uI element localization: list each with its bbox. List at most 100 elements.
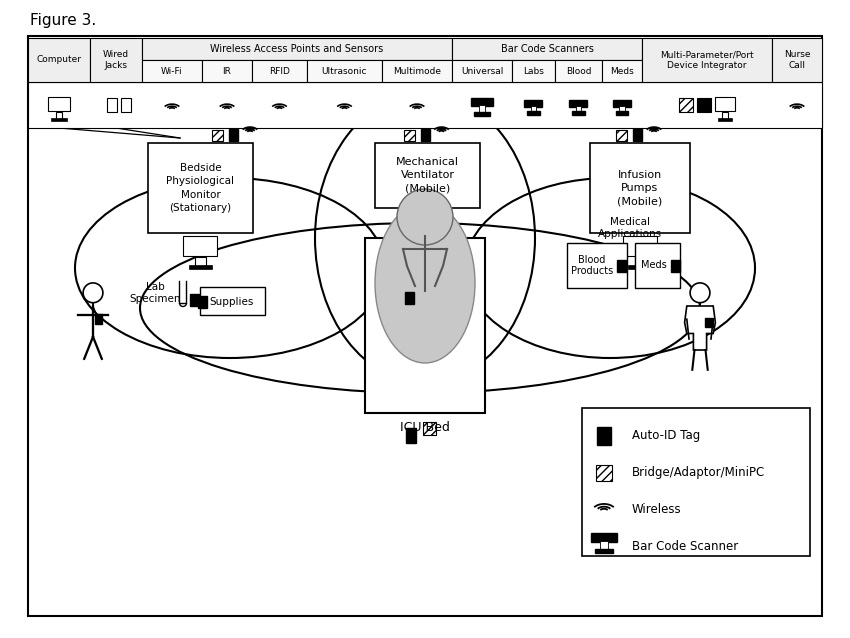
Bar: [718, 118, 732, 121]
Bar: [142, 38, 452, 60]
Bar: [615, 112, 628, 115]
Bar: [590, 143, 690, 233]
Bar: [452, 38, 642, 60]
Bar: [406, 427, 416, 443]
Text: Ultrasonic: Ultrasonic: [322, 66, 367, 75]
Text: Mechanical
Ventilator
(Mobile): Mechanical Ventilator (Mobile): [396, 158, 459, 194]
Bar: [600, 542, 608, 549]
Text: Wi-Fi: Wi-Fi: [162, 66, 183, 75]
Bar: [635, 243, 680, 288]
Text: Meds: Meds: [641, 260, 666, 271]
Bar: [56, 112, 62, 119]
Text: Multimode: Multimode: [393, 66, 441, 75]
Bar: [107, 98, 117, 112]
Bar: [582, 408, 810, 556]
Bar: [375, 143, 480, 208]
Bar: [575, 106, 581, 112]
Bar: [28, 38, 90, 82]
Text: Blood: Blood: [566, 66, 592, 75]
Circle shape: [690, 283, 710, 302]
Bar: [471, 98, 493, 106]
Bar: [633, 129, 643, 141]
Bar: [722, 112, 728, 119]
Text: Wireless Access Points and Sensors: Wireless Access Points and Sensors: [210, 44, 383, 54]
Text: IR: IR: [223, 66, 231, 75]
Bar: [623, 236, 657, 256]
Bar: [572, 112, 585, 115]
Text: Nurse
Call: Nurse Call: [784, 50, 810, 70]
Bar: [200, 287, 265, 315]
Text: Supplies: Supplies: [210, 297, 254, 307]
Bar: [512, 60, 555, 82]
Text: Lab
Specimen: Lab Specimen: [129, 282, 181, 304]
Bar: [570, 100, 587, 107]
Bar: [404, 130, 415, 140]
Bar: [613, 100, 631, 107]
Bar: [524, 100, 542, 107]
Bar: [591, 533, 617, 542]
Bar: [148, 143, 253, 233]
Circle shape: [397, 189, 453, 245]
Bar: [672, 260, 681, 272]
Bar: [642, 38, 772, 82]
Bar: [121, 98, 131, 112]
Bar: [635, 257, 645, 266]
Polygon shape: [684, 306, 716, 350]
Bar: [596, 464, 612, 481]
Bar: [212, 130, 224, 140]
Bar: [705, 318, 712, 327]
Text: Bar Code Scanner: Bar Code Scanner: [632, 540, 739, 553]
Text: Universal: Universal: [461, 66, 503, 75]
Bar: [479, 105, 485, 112]
Bar: [199, 296, 207, 308]
Bar: [421, 129, 430, 141]
Text: Infusion
Pumps
(Mobile): Infusion Pumps (Mobile): [617, 170, 663, 206]
Text: Figure 3.: Figure 3.: [30, 13, 96, 28]
Bar: [365, 238, 485, 413]
Bar: [602, 60, 642, 82]
Text: Wired
Jacks: Wired Jacks: [103, 50, 129, 70]
Bar: [616, 130, 627, 140]
Bar: [196, 257, 206, 266]
Bar: [620, 106, 625, 112]
Text: Bedside
Physiological
Monitor
(Stationary): Bedside Physiological Monitor (Stationar…: [167, 163, 235, 213]
Bar: [190, 294, 200, 306]
Circle shape: [83, 283, 103, 302]
Bar: [382, 60, 452, 82]
Bar: [617, 260, 626, 272]
Text: Bridge/Adaptor/MiniPC: Bridge/Adaptor/MiniPC: [632, 466, 765, 479]
Bar: [423, 422, 437, 434]
Bar: [230, 129, 239, 141]
Bar: [51, 118, 66, 121]
Bar: [184, 236, 218, 256]
Bar: [90, 38, 142, 82]
Bar: [142, 60, 202, 82]
Text: ICU Bed: ICU Bed: [400, 421, 450, 434]
Bar: [679, 98, 693, 112]
Bar: [527, 112, 540, 115]
Text: RFID: RFID: [269, 66, 290, 75]
Bar: [628, 265, 652, 269]
Text: Wireless: Wireless: [632, 503, 682, 516]
Text: Medical
Applications: Medical Applications: [598, 217, 662, 239]
Bar: [595, 549, 613, 553]
Bar: [555, 60, 602, 82]
Text: Multi-Parameter/Port
Device Integrator: Multi-Parameter/Port Device Integrator: [660, 50, 754, 70]
Text: Meds: Meds: [610, 66, 634, 75]
Bar: [715, 97, 735, 111]
Bar: [405, 292, 415, 304]
Bar: [252, 60, 307, 82]
Text: Blood
Products: Blood Products: [571, 255, 613, 276]
Bar: [474, 112, 490, 115]
Bar: [530, 106, 536, 112]
Bar: [307, 60, 382, 82]
Ellipse shape: [375, 203, 475, 363]
Bar: [202, 60, 252, 82]
Bar: [772, 38, 822, 82]
Bar: [189, 265, 212, 269]
Bar: [48, 97, 70, 111]
Bar: [28, 82, 822, 128]
Bar: [567, 243, 627, 288]
Text: Computer: Computer: [37, 56, 82, 64]
Bar: [94, 315, 102, 324]
